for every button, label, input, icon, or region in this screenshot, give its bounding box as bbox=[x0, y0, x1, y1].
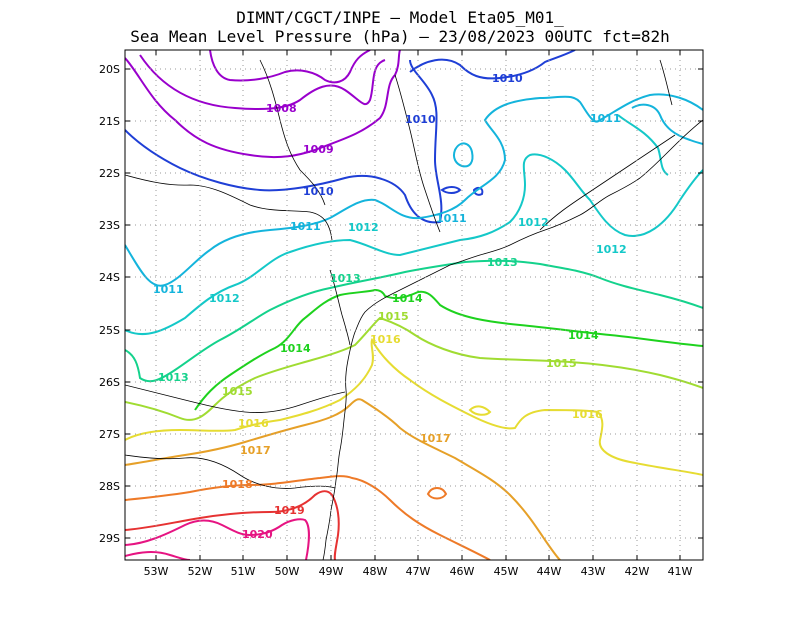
border-state-8 bbox=[329, 269, 351, 346]
isobar-1015 bbox=[125, 316, 703, 421]
lat-label: 26S bbox=[99, 376, 120, 389]
lon-label: 46W bbox=[450, 565, 475, 578]
contour-label: 1012 bbox=[518, 216, 549, 229]
lon-label: 42W bbox=[625, 565, 650, 578]
contour-label: 1020 bbox=[242, 528, 273, 541]
contour-label: 1017 bbox=[420, 432, 451, 445]
lon-label: 51W bbox=[231, 565, 256, 578]
contour-label: 1013 bbox=[158, 371, 189, 384]
contour-label: 1010 bbox=[492, 72, 523, 85]
lat-label: 21S bbox=[99, 115, 120, 128]
map-frame bbox=[124, 49, 704, 561]
isobar-1010 bbox=[125, 59, 443, 224]
isobar-1021 bbox=[125, 551, 191, 560]
contour-label: 1008 bbox=[266, 102, 297, 115]
isobar-1010-cell bbox=[440, 186, 462, 194]
lat-label: 25S bbox=[99, 324, 120, 337]
isobar-1020 bbox=[125, 518, 310, 560]
contour-label: 1013 bbox=[487, 256, 518, 269]
isobar-1011-cell bbox=[452, 142, 474, 168]
contour-label: 1011 bbox=[153, 283, 184, 296]
border-state-3 bbox=[125, 454, 336, 489]
contour-label: 1009 bbox=[303, 143, 334, 156]
contour-label: 1016 bbox=[572, 408, 603, 421]
axis-ticks bbox=[125, 50, 703, 560]
contour-label: 1015 bbox=[222, 385, 253, 398]
isobar-1011-east bbox=[631, 103, 703, 145]
lon-label: 44W bbox=[537, 565, 562, 578]
contour-label: 1010 bbox=[405, 113, 436, 126]
isobar-1014 bbox=[194, 288, 703, 411]
border-state-5 bbox=[259, 59, 326, 206]
lat-label: 28S bbox=[99, 480, 120, 493]
contour-label: 1012 bbox=[596, 243, 627, 256]
coastline-main bbox=[322, 119, 703, 560]
border-state-6 bbox=[539, 134, 676, 231]
lon-label: 45W bbox=[494, 565, 519, 578]
isobar-1018 bbox=[125, 475, 491, 560]
contour-labels: 1008 1009 1010 1010 1010 1011 1011 1011 … bbox=[153, 72, 627, 541]
contour-label: 1012 bbox=[348, 221, 379, 234]
isobar-1018-cell bbox=[426, 487, 448, 500]
contour-label: 1011 bbox=[590, 112, 621, 125]
contour-label: 1014 bbox=[568, 329, 599, 342]
isobar-1008-b bbox=[209, 50, 371, 84]
border-state-7 bbox=[659, 59, 673, 106]
lat-lon-grid bbox=[125, 50, 703, 560]
contour-label: 1016 bbox=[370, 333, 401, 346]
lat-label: 29S bbox=[99, 532, 120, 545]
border-state-4 bbox=[394, 74, 441, 233]
isobar-1019 bbox=[125, 490, 340, 560]
contour-label: 1011 bbox=[436, 212, 467, 225]
isobar-1008 bbox=[139, 54, 386, 111]
border-state-1 bbox=[125, 174, 333, 241]
title-line-2: Sea Mean Level Pressure (hPa) — 23/08/20… bbox=[130, 27, 670, 46]
isobar-1012-east bbox=[617, 114, 669, 176]
lon-label: 48W bbox=[363, 565, 388, 578]
lat-label: 20S bbox=[99, 63, 120, 76]
title-line-1: DIMNT/CGCT/INPE — Model Eta05_M01_ bbox=[236, 8, 564, 27]
coastline bbox=[125, 59, 703, 560]
isobar-1011 bbox=[125, 93, 703, 287]
contour-label: 1015 bbox=[546, 357, 577, 370]
contour-label: 1016 bbox=[238, 417, 269, 430]
contour-label: 1010 bbox=[303, 185, 334, 198]
isobar-contours bbox=[125, 50, 703, 560]
lat-label: 23S bbox=[99, 219, 120, 232]
isobar-1017 bbox=[125, 398, 561, 560]
lat-label: 24S bbox=[99, 271, 120, 284]
contour-label: 1012 bbox=[209, 292, 240, 305]
lon-label: 49W bbox=[319, 565, 344, 578]
contour-label: 1014 bbox=[280, 342, 311, 355]
contour-label: 1011 bbox=[290, 220, 321, 233]
lon-label: 43W bbox=[581, 565, 606, 578]
contour-label: 1017 bbox=[240, 444, 271, 457]
contour-label: 1013 bbox=[330, 272, 361, 285]
lat-label: 22S bbox=[99, 167, 120, 180]
lat-label: 27S bbox=[99, 428, 120, 441]
isobar-1010-north bbox=[409, 50, 576, 80]
lon-label: 47W bbox=[406, 565, 431, 578]
longitude-labels: 53W 52W 51W 50W 49W 48W 47W 46W 45W 44W … bbox=[144, 565, 693, 578]
contour-label: 1015 bbox=[378, 310, 409, 323]
isobar-1012 bbox=[125, 153, 703, 335]
lon-label: 52W bbox=[188, 565, 213, 578]
border-state-2 bbox=[125, 384, 346, 413]
lon-label: 53W bbox=[144, 565, 169, 578]
contour-label: 1014 bbox=[392, 292, 423, 305]
isobar-1016 bbox=[125, 337, 703, 476]
contour-label: 1018 bbox=[222, 478, 253, 491]
isobar-1016-cell bbox=[468, 405, 492, 416]
latitude-labels: 20S 21S 22S 23S 24S 25S 26S 27S 28S 29S bbox=[99, 63, 120, 545]
lon-label: 50W bbox=[275, 565, 300, 578]
contour-label: 1019 bbox=[274, 504, 305, 517]
lon-label: 41W bbox=[668, 565, 693, 578]
isobar-1013 bbox=[125, 259, 703, 383]
